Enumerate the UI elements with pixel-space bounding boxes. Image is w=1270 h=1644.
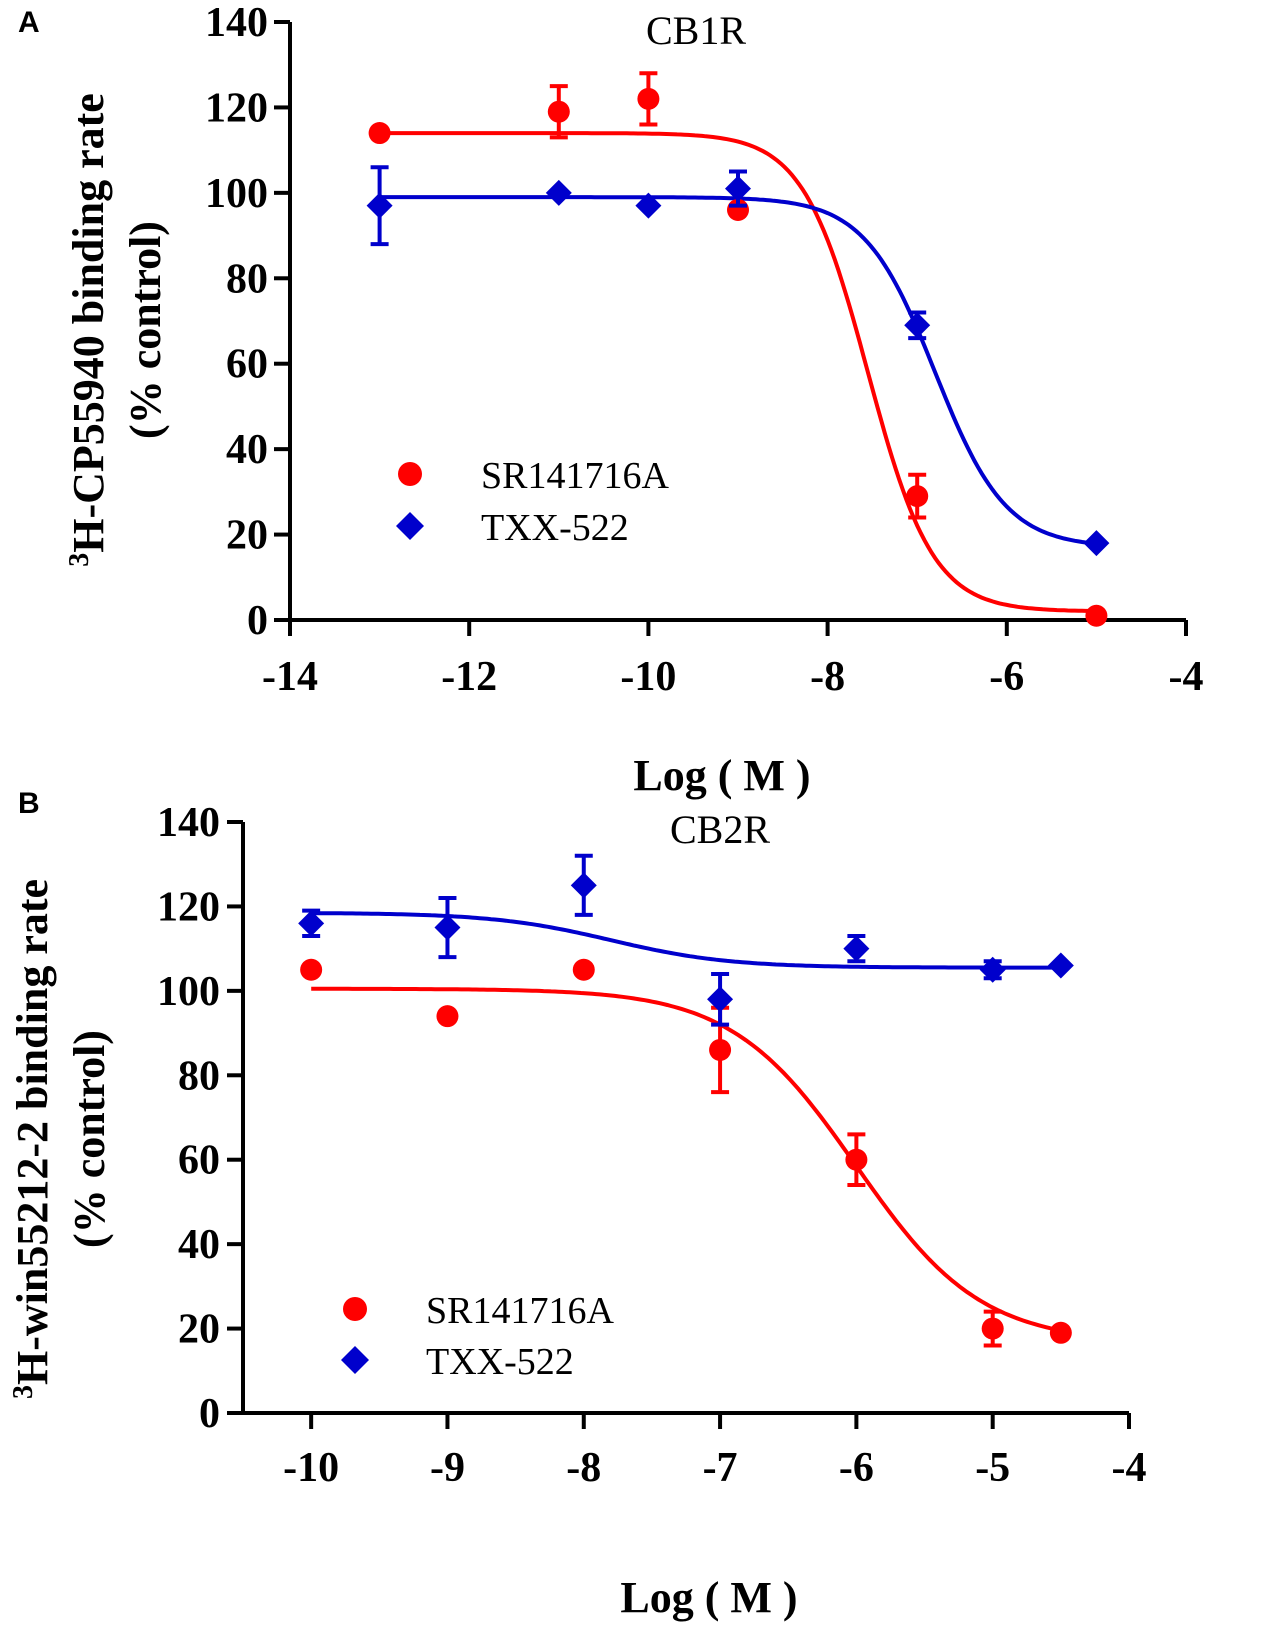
panel-a-fit-curve-sr141716a: [379, 131, 1097, 613]
panel-b-y-tick-label: 40: [178, 1222, 220, 1268]
panel-b-y-axis-title: 3H-win55212-2 binding rate (% control): [8, 879, 115, 1399]
panel-b-point-txx522: [298, 910, 325, 937]
panel-a-point-sr141716a: [1085, 604, 1108, 627]
panel-b-x-tick-label: -4: [1112, 1445, 1147, 1491]
panel-a-point-sr141716a: [637, 87, 660, 110]
panel-b-y-tick-label: 80: [178, 1053, 220, 1099]
panel-b-point-sr141716a: [1049, 1321, 1072, 1344]
panel-a-y-tick-label: 0: [247, 598, 268, 644]
panel-a-point-sr141716a: [906, 485, 929, 508]
panel-a-y-tick-label: 80: [226, 256, 268, 302]
panel-a-data-points: [366, 71, 1110, 627]
panel-b-y-title-line1: 3H-win55212-2 binding rate: [8, 879, 58, 1399]
panel-a-x-tick-label: -4: [1169, 654, 1204, 700]
panel-b-x-tick-label: -8: [566, 1445, 601, 1491]
panel-a-y-title-line1: 3H-CP55940 binding rate: [64, 93, 114, 567]
panel-b-fit-curves: [311, 911, 1062, 1333]
panel-b-point-txx522: [843, 935, 870, 962]
panel-b-fit-curve-sr141716a: [311, 986, 1062, 1333]
panel-a-point-sr141716a: [368, 122, 391, 145]
panel-b-y-tick-label: 60: [178, 1138, 220, 1184]
panel-a: A CB1R 3H-CP55940 binding rate (% contro…: [18, 0, 1204, 800]
panel-a-point-txx522: [366, 192, 393, 219]
panel-a-x-tick-label: -14: [262, 654, 318, 700]
panel-a-y-title-superscript: 3: [64, 553, 95, 567]
panel-b-y-tick-label: 100: [157, 969, 220, 1015]
panel-b-title: CB2R: [670, 807, 770, 852]
panel-b-x-tick-label: -10: [283, 1445, 339, 1491]
panel-b-x-tick-label: -5: [975, 1445, 1010, 1491]
panel-a-point-txx522: [635, 192, 662, 219]
panel-b-point-txx522: [1047, 952, 1074, 979]
panel-a-point-sr141716a: [547, 100, 570, 123]
panel-a-point-txx522: [1083, 530, 1110, 557]
panel-a-y-tick-label: 60: [226, 342, 268, 388]
panel-b-y-tick-label: 140: [157, 800, 220, 846]
panel-b-y-title-line2: (% control): [65, 1030, 114, 1248]
panel-b-axes: 0 20 40 60 80 100 120 140 -10 -9 -8 -7 -6 -5 -4: [157, 800, 1147, 1491]
panel-b-fit-curve-txx522: [311, 911, 1061, 970]
panel-a-legend-marker-txx522: [396, 512, 424, 540]
panel-a-y-tick-label: 40: [226, 427, 268, 473]
panel-b-y-title-text: H-win55212-2 binding rate: [8, 879, 57, 1385]
panel-a-y-tick-label: 120: [205, 85, 268, 131]
panel-a-y-tick-label: 20: [226, 513, 268, 559]
panel-b-data-points: [298, 853, 1074, 1348]
panel-a-y-title-line2: (% control): [121, 221, 170, 439]
panel-b: B CB2R 3H-win55212-2 binding rate (% con…: [8, 787, 1147, 1622]
panel-b-legend-marker-txx522: [341, 1346, 369, 1374]
panel-b-point-sr141716a: [981, 1317, 1004, 1340]
panel-b-legend-label-txx522: TXX-522: [426, 1341, 574, 1383]
panel-b-point-txx522: [570, 872, 597, 899]
panel-b-point-sr141716a: [709, 1038, 732, 1061]
panel-b-x-tick-label: -6: [839, 1445, 874, 1491]
panel-b-y-tick-label: 0: [199, 1391, 220, 1437]
panel-b-x-tick-label: -7: [703, 1445, 738, 1491]
panel-a-x-tick-label: -12: [441, 654, 497, 700]
panel-a-legend-marker-sr141716a: [398, 462, 422, 486]
panel-b-legend-marker-sr141716a: [343, 1297, 367, 1321]
panel-b-legend: SR141716A TXX-522: [341, 1290, 614, 1383]
panel-a-legend: SR141716A TXX-522: [396, 455, 669, 549]
panel-b-letter: B: [18, 787, 40, 820]
panel-b-x-tick-label: -9: [430, 1445, 465, 1491]
panel-b-y-tick-label: 20: [178, 1307, 220, 1353]
panel-b-y-title-superscript: 3: [8, 1385, 39, 1399]
panel-a-y-axis-title: 3H-CP55940 binding rate (% control): [64, 93, 171, 567]
panel-a-title: CB1R: [646, 8, 746, 53]
panel-b-point-txx522: [707, 986, 734, 1013]
panel-b-point-txx522: [979, 956, 1006, 983]
panel-a-letter: A: [18, 6, 40, 39]
panel-b-point-sr141716a: [436, 1005, 459, 1028]
panel-b-point-sr141716a: [572, 958, 595, 981]
panel-a-x-tick-label: -8: [810, 654, 845, 700]
panel-a-legend-label-sr141716a: SR141716A: [481, 455, 669, 497]
panel-a-y-tick-label: 140: [205, 0, 268, 46]
panel-b-x-axis-title: Log ( M ): [620, 1573, 797, 1622]
panel-b-point-txx522: [434, 914, 461, 941]
panel-a-y-tick-label: 100: [205, 171, 268, 217]
panel-b-point-sr141716a: [300, 958, 323, 981]
panel-a-point-txx522: [545, 179, 572, 206]
panel-a-x-axis-title: Log ( M ): [633, 751, 810, 800]
panel-a-legend-label-txx522: TXX-522: [481, 507, 629, 549]
panel-a-point-txx522: [725, 175, 751, 202]
panel-a-point-txx522: [904, 312, 931, 339]
panel-a-axes: 0 20 40 60 80 100 120 140 -14 -12 -10 -8 -6 -4: [205, 0, 1204, 700]
panel-a-y-title-text: H-CP55940 binding rate: [64, 93, 113, 553]
panel-a-x-tick-label: -10: [620, 654, 676, 700]
panel-a-x-tick-label: -6: [989, 654, 1024, 700]
panel-b-legend-label-sr141716a: SR141716A: [426, 1290, 614, 1332]
panel-b-point-sr141716a: [845, 1148, 868, 1171]
panel-b-y-tick-label: 120: [157, 884, 220, 930]
